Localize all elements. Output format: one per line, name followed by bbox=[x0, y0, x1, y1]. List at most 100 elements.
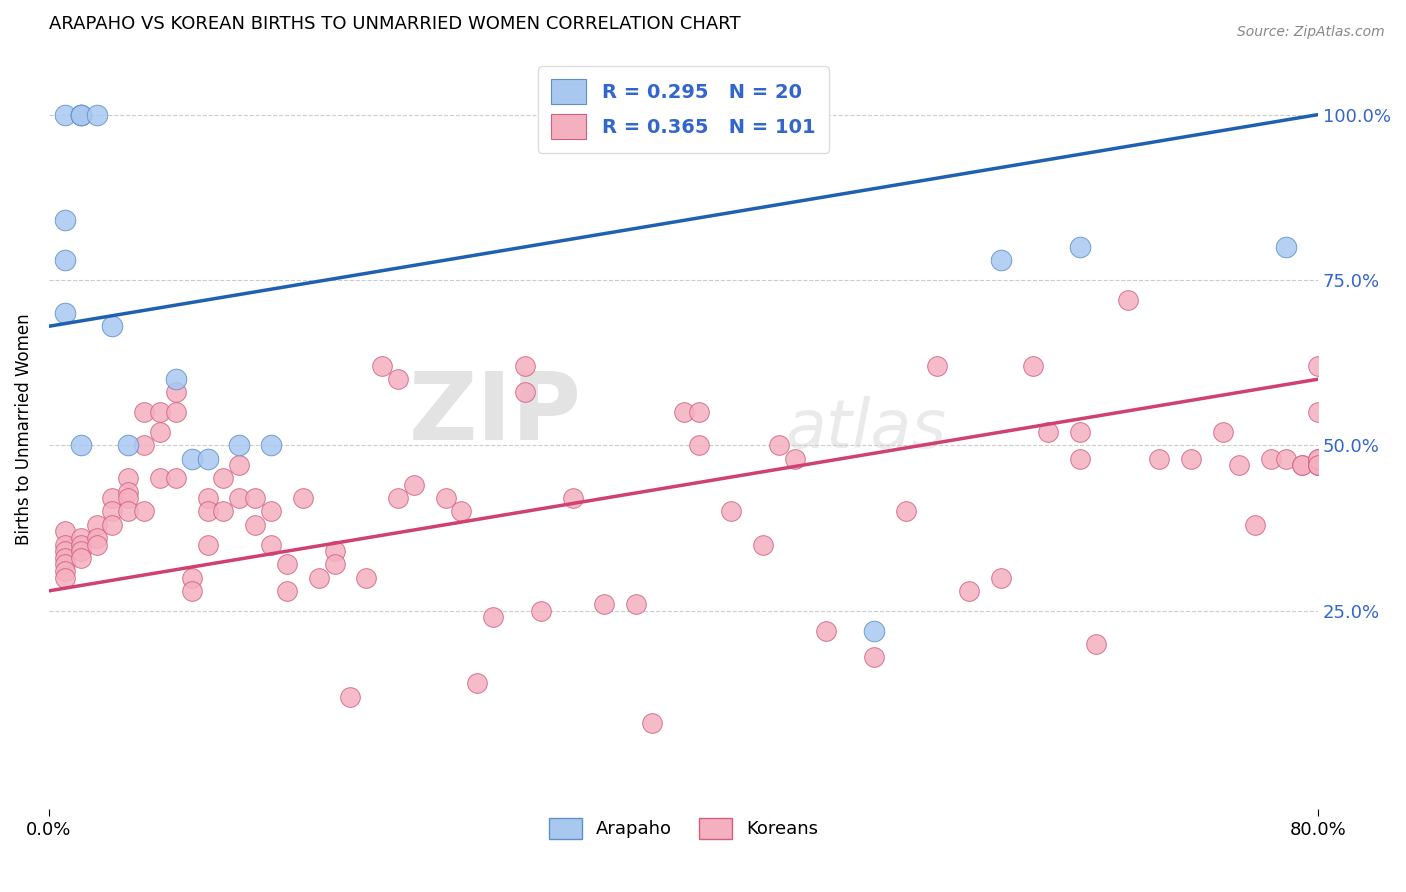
Point bbox=[1116, 293, 1139, 307]
Point bbox=[957, 583, 980, 598]
Point bbox=[86, 531, 108, 545]
Point bbox=[323, 558, 346, 572]
Point bbox=[990, 571, 1012, 585]
Point bbox=[1243, 517, 1265, 532]
Point bbox=[1308, 458, 1330, 472]
Point bbox=[291, 491, 314, 506]
Point bbox=[53, 544, 76, 558]
Point bbox=[1291, 458, 1313, 472]
Point bbox=[53, 550, 76, 565]
Point bbox=[134, 438, 156, 452]
Point bbox=[482, 610, 505, 624]
Point bbox=[641, 716, 664, 731]
Point bbox=[53, 107, 76, 121]
Point bbox=[1308, 458, 1330, 472]
Point bbox=[69, 537, 91, 551]
Point bbox=[245, 491, 267, 506]
Point bbox=[260, 537, 283, 551]
Point bbox=[1308, 458, 1330, 472]
Point bbox=[513, 385, 536, 400]
Point bbox=[117, 471, 139, 485]
Point bbox=[752, 537, 775, 551]
Point bbox=[165, 385, 187, 400]
Point bbox=[1069, 240, 1091, 254]
Point bbox=[165, 471, 187, 485]
Point bbox=[117, 504, 139, 518]
Point bbox=[69, 550, 91, 565]
Point bbox=[86, 537, 108, 551]
Point bbox=[323, 544, 346, 558]
Point bbox=[197, 491, 219, 506]
Point bbox=[53, 564, 76, 578]
Point bbox=[434, 491, 457, 506]
Point bbox=[117, 438, 139, 452]
Point bbox=[561, 491, 583, 506]
Point bbox=[101, 504, 124, 518]
Point bbox=[387, 372, 409, 386]
Point bbox=[134, 504, 156, 518]
Point bbox=[1275, 240, 1298, 254]
Point bbox=[149, 425, 172, 439]
Point bbox=[149, 471, 172, 485]
Point bbox=[117, 491, 139, 506]
Point bbox=[1149, 451, 1171, 466]
Point bbox=[101, 491, 124, 506]
Point bbox=[69, 544, 91, 558]
Point bbox=[53, 306, 76, 320]
Point bbox=[1227, 458, 1250, 472]
Point bbox=[276, 583, 298, 598]
Point bbox=[101, 517, 124, 532]
Point bbox=[53, 213, 76, 227]
Point bbox=[197, 504, 219, 518]
Point bbox=[180, 583, 202, 598]
Point bbox=[1069, 451, 1091, 466]
Point bbox=[768, 438, 790, 452]
Point bbox=[1291, 458, 1313, 472]
Point bbox=[450, 504, 472, 518]
Point bbox=[69, 438, 91, 452]
Point bbox=[688, 405, 710, 419]
Point bbox=[180, 451, 202, 466]
Point bbox=[339, 690, 361, 704]
Point bbox=[927, 359, 949, 373]
Point bbox=[1308, 405, 1330, 419]
Y-axis label: Births to Unmarried Women: Births to Unmarried Women bbox=[15, 313, 32, 545]
Point bbox=[672, 405, 695, 419]
Point bbox=[69, 107, 91, 121]
Point bbox=[69, 531, 91, 545]
Point bbox=[720, 504, 742, 518]
Point bbox=[69, 107, 91, 121]
Point bbox=[1085, 637, 1108, 651]
Point bbox=[212, 504, 235, 518]
Text: ARAPAHO VS KOREAN BIRTHS TO UNMARRIED WOMEN CORRELATION CHART: ARAPAHO VS KOREAN BIRTHS TO UNMARRIED WO… bbox=[49, 15, 741, 33]
Point bbox=[260, 504, 283, 518]
Point bbox=[1308, 451, 1330, 466]
Point bbox=[53, 537, 76, 551]
Point bbox=[276, 558, 298, 572]
Point bbox=[894, 504, 917, 518]
Point bbox=[1021, 359, 1043, 373]
Point bbox=[197, 537, 219, 551]
Point bbox=[228, 458, 250, 472]
Point bbox=[260, 438, 283, 452]
Point bbox=[165, 372, 187, 386]
Point bbox=[53, 571, 76, 585]
Point bbox=[465, 676, 488, 690]
Point bbox=[245, 517, 267, 532]
Point bbox=[1275, 451, 1298, 466]
Point bbox=[1069, 425, 1091, 439]
Point bbox=[180, 571, 202, 585]
Point bbox=[212, 471, 235, 485]
Point bbox=[1180, 451, 1202, 466]
Point bbox=[513, 359, 536, 373]
Point bbox=[228, 491, 250, 506]
Point bbox=[593, 597, 616, 611]
Point bbox=[387, 491, 409, 506]
Point bbox=[402, 478, 425, 492]
Point bbox=[228, 438, 250, 452]
Point bbox=[134, 405, 156, 419]
Text: ZIP: ZIP bbox=[409, 368, 582, 459]
Point bbox=[863, 650, 886, 665]
Point bbox=[53, 558, 76, 572]
Point bbox=[990, 253, 1012, 268]
